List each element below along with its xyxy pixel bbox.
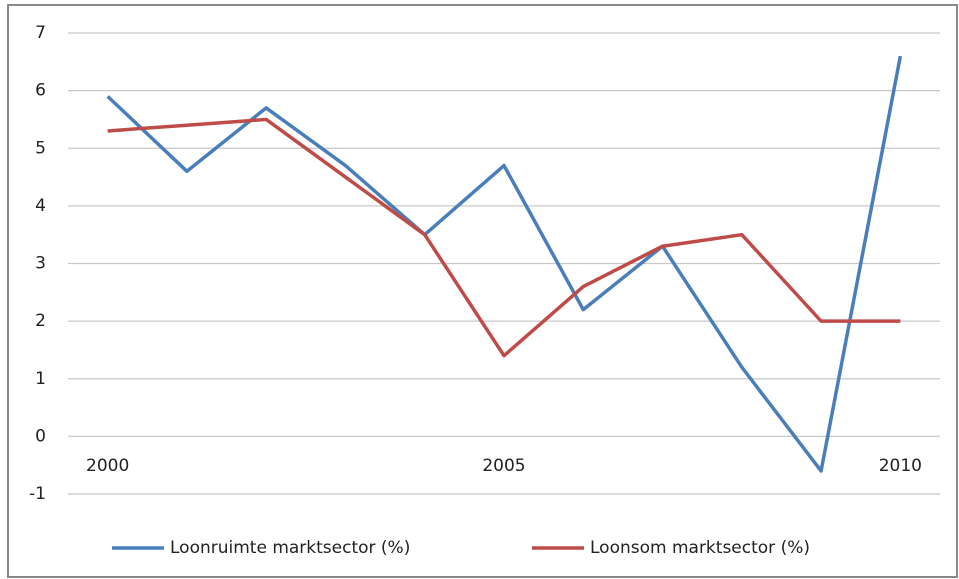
line-series <box>107 117 901 358</box>
y-tick-label: 4 <box>35 196 46 216</box>
y-tick-label: 6 <box>35 81 46 101</box>
y-tick-label: -1 <box>29 484 46 504</box>
y-tick-label: 7 <box>35 23 46 43</box>
x-tick-label: 2010 <box>879 456 922 476</box>
line-series <box>106 55 903 473</box>
y-tick-label: 1 <box>35 369 46 389</box>
x-tick-label: 2005 <box>482 456 525 476</box>
legend-label: Loonruimte marktsector (%) <box>170 538 410 558</box>
y-tick-label: 0 <box>35 426 46 446</box>
y-tick-label: 5 <box>35 138 46 158</box>
legend-label: Loonsom marktsector (%) <box>590 538 810 558</box>
frame <box>7 4 958 578</box>
y-tick-label: 2 <box>35 311 46 331</box>
y-tick-label: 3 <box>35 254 46 274</box>
x-tick-label: 2000 <box>86 456 129 476</box>
